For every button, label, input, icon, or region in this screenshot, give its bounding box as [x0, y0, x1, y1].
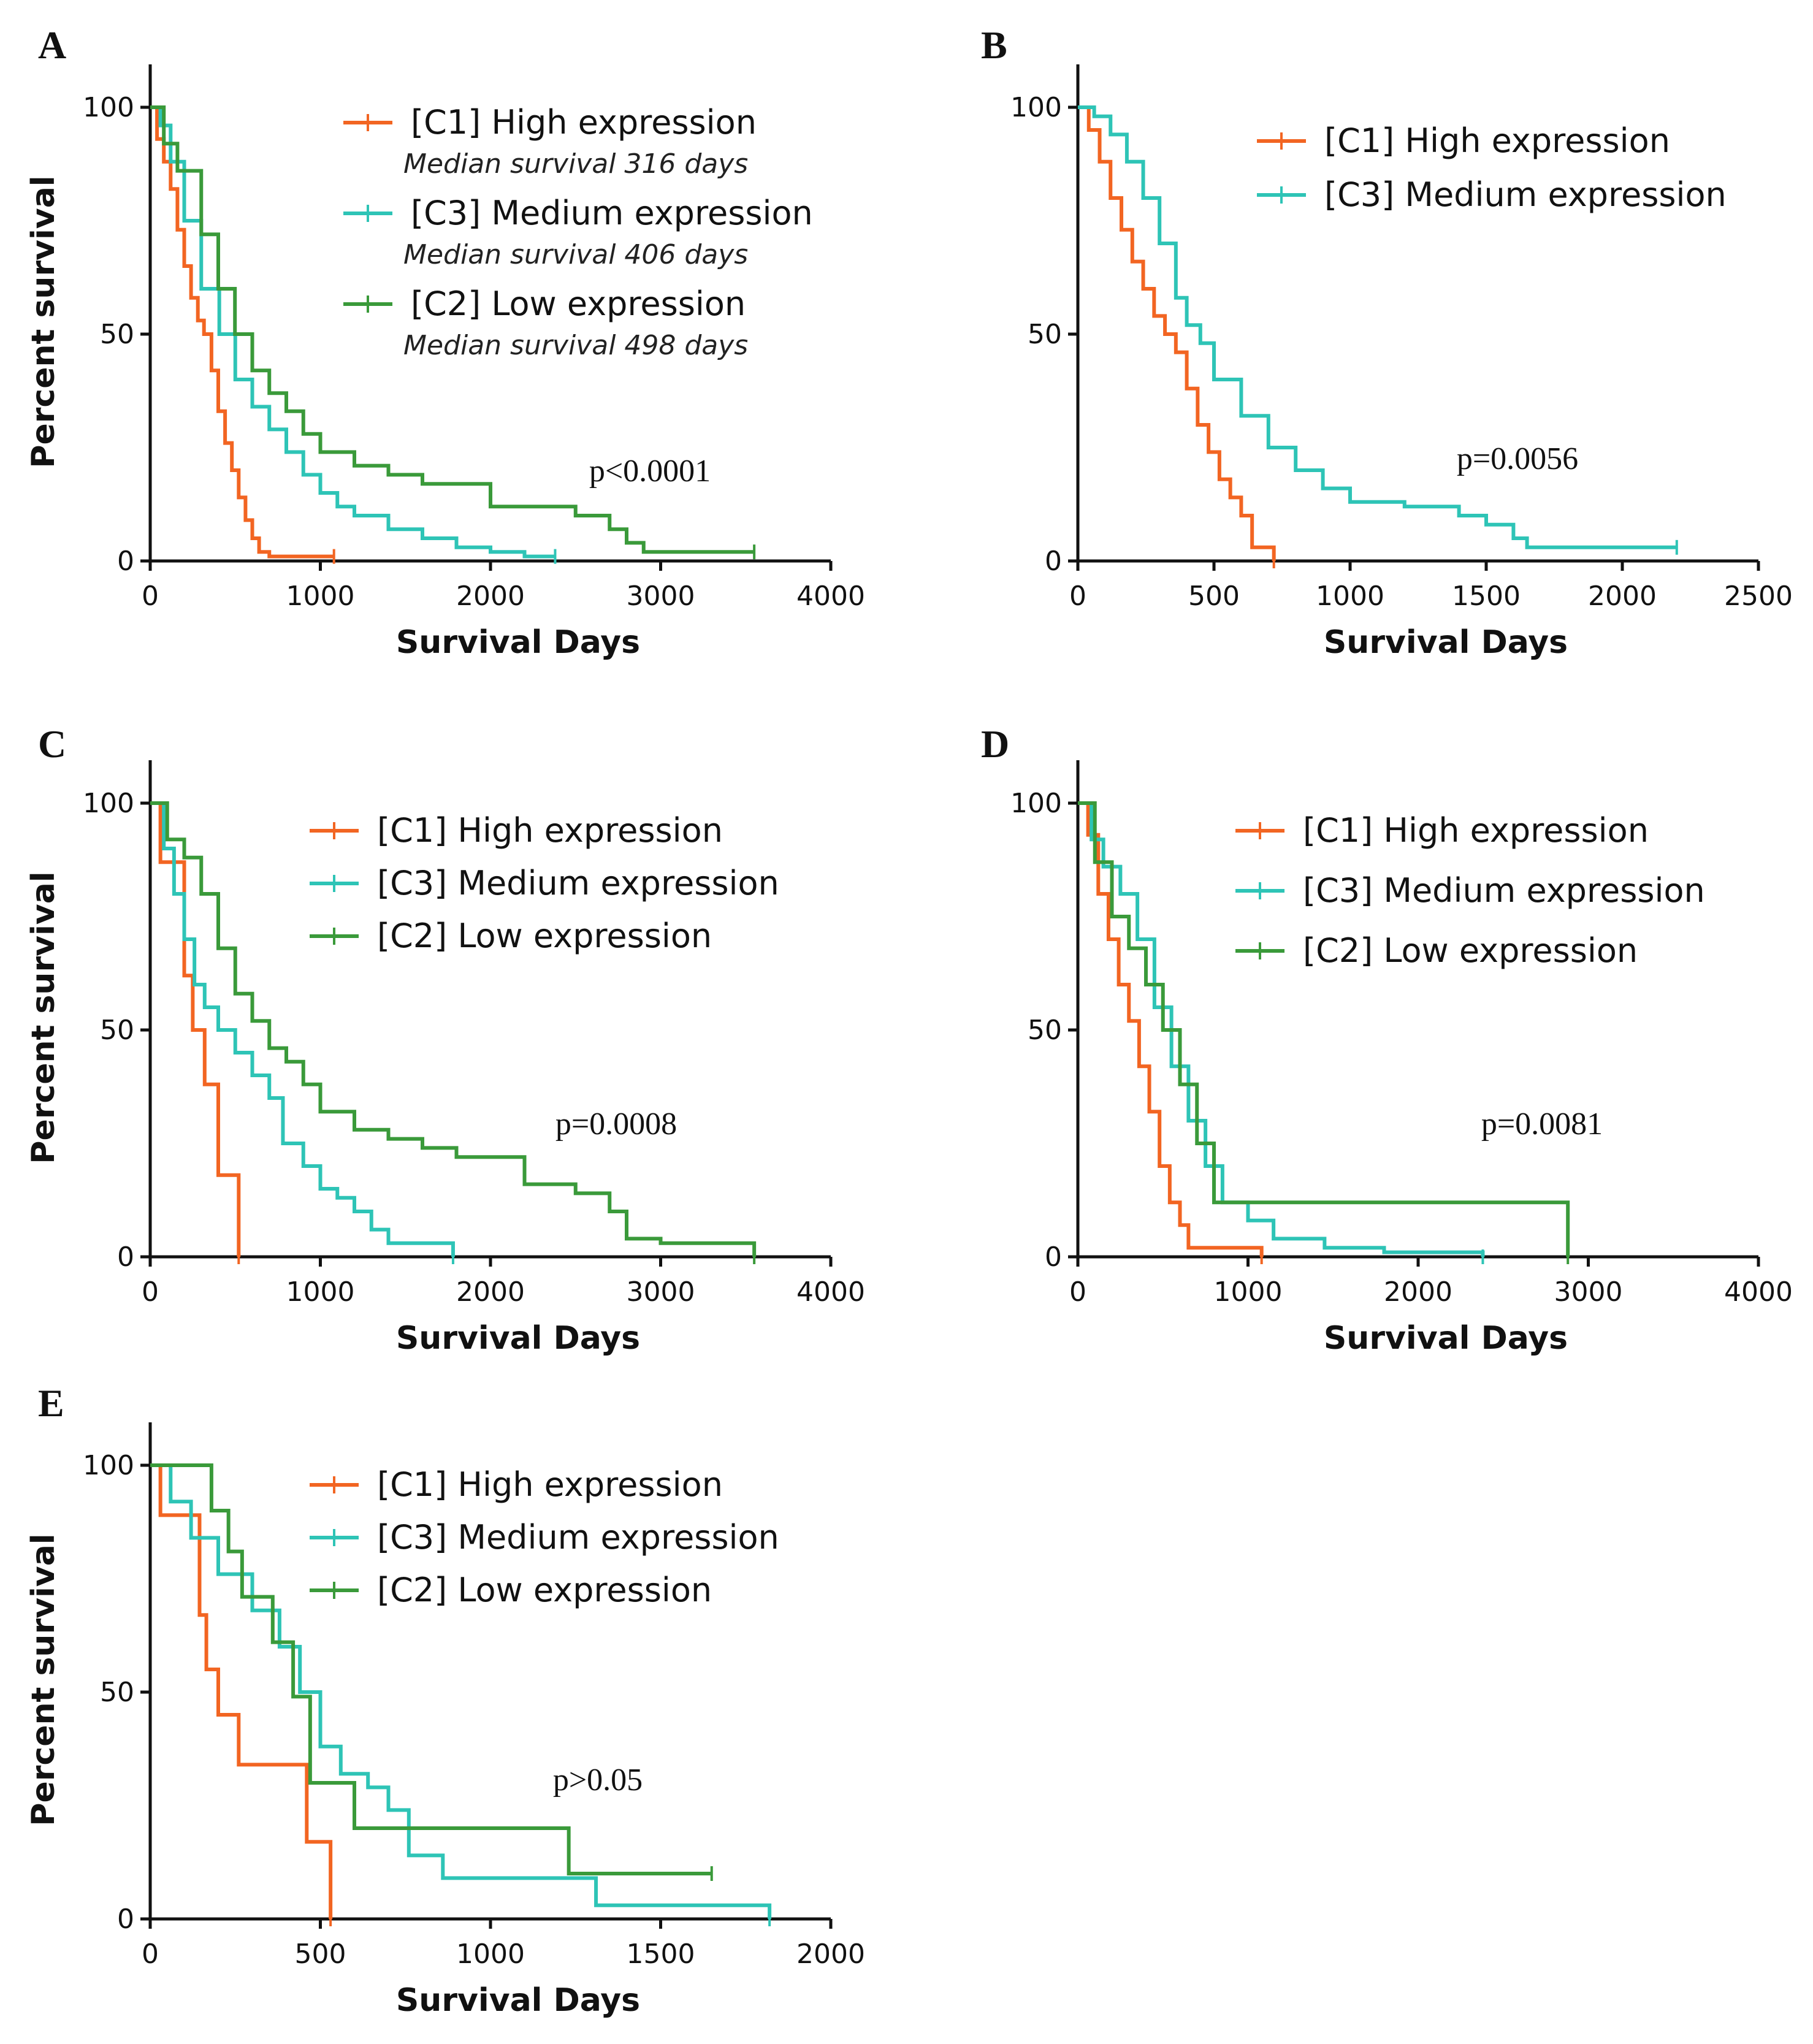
x-tick-label: 2000	[1588, 581, 1657, 612]
y-tick-label: 0	[1045, 1241, 1062, 1273]
survival-curve-c3	[150, 801, 455, 1257]
survival-curve-c2	[150, 105, 755, 554]
y-tick-label: 100	[1010, 92, 1062, 123]
y-tick-label: 50	[100, 319, 134, 350]
x-tick-label: 3000	[627, 581, 695, 612]
x-tick-label: 4000	[1724, 1276, 1793, 1308]
x-tick-label: 2500	[1724, 581, 1793, 612]
survival-curve-c3	[1078, 105, 1677, 549]
legend-label-c1: [C1] High expression	[1303, 811, 1649, 850]
survival-curve-c3	[150, 105, 555, 559]
x-tick-label: 4000	[796, 581, 865, 612]
y-tick-label: 100	[83, 1450, 134, 1481]
legend-label-c1: [C1] High expression	[411, 103, 757, 142]
legend-label-c2: [C2] Low expression	[377, 917, 712, 955]
panel-letter: B	[981, 23, 1007, 67]
x-tick-label: 1000	[1214, 1276, 1283, 1308]
legend-label-c1: [C1] High expression	[377, 1465, 723, 1504]
legend-label-c2: [C2] Low expression	[377, 1571, 712, 1609]
p-value-label: p=0.0081	[1481, 1107, 1603, 1142]
legend-label-c1: [C1] High expression	[1324, 121, 1670, 160]
y-tick-label: 50	[1028, 319, 1062, 350]
x-tick-label: 3000	[627, 1276, 695, 1308]
survival-curve-c1	[150, 105, 334, 559]
legend-label-c3: [C3] Medium expression	[377, 1518, 779, 1557]
y-tick-label: 50	[100, 1677, 134, 1708]
panel-letter: A	[38, 23, 66, 67]
y-tick-label: 100	[1010, 788, 1062, 819]
x-axis-title: Survival Days	[1324, 624, 1568, 661]
legend-label-c2: [C2] Low expression	[411, 284, 746, 323]
x-tick-label: 1000	[456, 1939, 525, 1970]
x-tick-label: 0	[142, 1276, 159, 1308]
p-value-label: p<0.0001	[589, 454, 711, 489]
y-tick-label: 0	[1045, 546, 1062, 577]
panel-e: E 0 500 1000 1500 2000 0 50 100 Survival Days Perc…	[25, 1381, 865, 2019]
panel-b: B 0 500 1000 1500 2000 2500 0 50 100 Survival Days…	[981, 23, 1793, 661]
survival-curve-c1	[1078, 801, 1264, 1257]
x-tick-label: 3000	[1554, 1276, 1623, 1308]
legend-label-c1: [C1] High expression	[377, 811, 723, 850]
p-value-label: p=0.0056	[1457, 441, 1578, 476]
y-axis-title: Percent survival	[25, 871, 62, 1164]
y-tick-label: 100	[83, 788, 134, 819]
x-tick-label: 2000	[1384, 1276, 1452, 1308]
survival-curve-c1	[150, 1463, 333, 1919]
x-axis-title: Survival Days	[1324, 1320, 1568, 1357]
x-tick-label: 1500	[627, 1939, 695, 1970]
y-axis-title: Percent survival	[25, 175, 62, 468]
survival-curve-c2	[150, 1463, 712, 1875]
x-tick-label: 2000	[456, 1276, 525, 1308]
x-tick-label: 0	[142, 1939, 159, 1970]
y-tick-label: 0	[117, 1241, 134, 1273]
survival-curve-c3	[1078, 801, 1485, 1257]
x-axis-title: Survival Days	[396, 1982, 640, 2019]
x-tick-label: 500	[1188, 581, 1240, 612]
y-tick-label: 0	[117, 1904, 134, 1935]
legend-label-c2: [C2] Low expression	[1303, 931, 1638, 970]
survival-curve-c1	[1078, 105, 1276, 561]
legend-median-c3: Median survival 406 days	[403, 239, 748, 270]
panel-letter: D	[981, 722, 1009, 766]
legend-median-c2: Median survival 498 days	[403, 330, 748, 361]
x-tick-label: 0	[1069, 581, 1086, 612]
legend-median-c1: Median survival 316 days	[403, 148, 748, 180]
legend-label-c3: [C3] Medium expression	[411, 194, 813, 232]
x-tick-label: 1000	[1316, 581, 1384, 612]
legend-label-c3: [C3] Medium expression	[1324, 175, 1727, 214]
x-tick-label: 2000	[456, 581, 525, 612]
panel-letter: C	[38, 722, 66, 766]
y-tick-label: 50	[100, 1015, 134, 1046]
panel-a: A 0 1000 2000 3000 4000 0 50 100 Survival Days Per…	[25, 23, 865, 661]
x-axis-title: Survival Days	[396, 1320, 640, 1357]
y-axis-title: Percent survival	[25, 1533, 62, 1826]
p-value-label: p=0.0008	[555, 1107, 677, 1142]
survival-curve-c2	[1078, 801, 1570, 1257]
x-tick-label: 0	[142, 581, 159, 612]
x-tick-label: 1000	[286, 1276, 355, 1308]
survival-curve-c3	[150, 1463, 772, 1919]
y-tick-label: 0	[117, 546, 134, 577]
y-tick-label: 50	[1028, 1015, 1062, 1046]
x-tick-label: 4000	[796, 1276, 865, 1308]
panel-c: C 0 1000 2000 3000 4000 0 50 100 Survival Days Per…	[25, 722, 865, 1357]
x-tick-label: 0	[1069, 1276, 1086, 1308]
x-tick-label: 1000	[286, 581, 355, 612]
p-value-label: p>0.05	[553, 1763, 643, 1798]
x-tick-label: 2000	[796, 1939, 865, 1970]
survival-curve-c2	[150, 801, 757, 1257]
y-tick-label: 100	[83, 92, 134, 123]
legend-label-c3: [C3] Medium expression	[1303, 871, 1705, 910]
legend-label-c3: [C3] Medium expression	[377, 864, 779, 902]
panel-d: D 0 1000 2000 3000 4000 0 50 100 Survival Days [C1…	[981, 722, 1793, 1357]
x-axis-title: Survival Days	[396, 624, 640, 661]
x-tick-label: 500	[295, 1939, 346, 1970]
survival-curve-c1	[150, 801, 241, 1257]
x-tick-label: 1500	[1452, 581, 1521, 612]
panel-letter: E	[38, 1381, 64, 1425]
